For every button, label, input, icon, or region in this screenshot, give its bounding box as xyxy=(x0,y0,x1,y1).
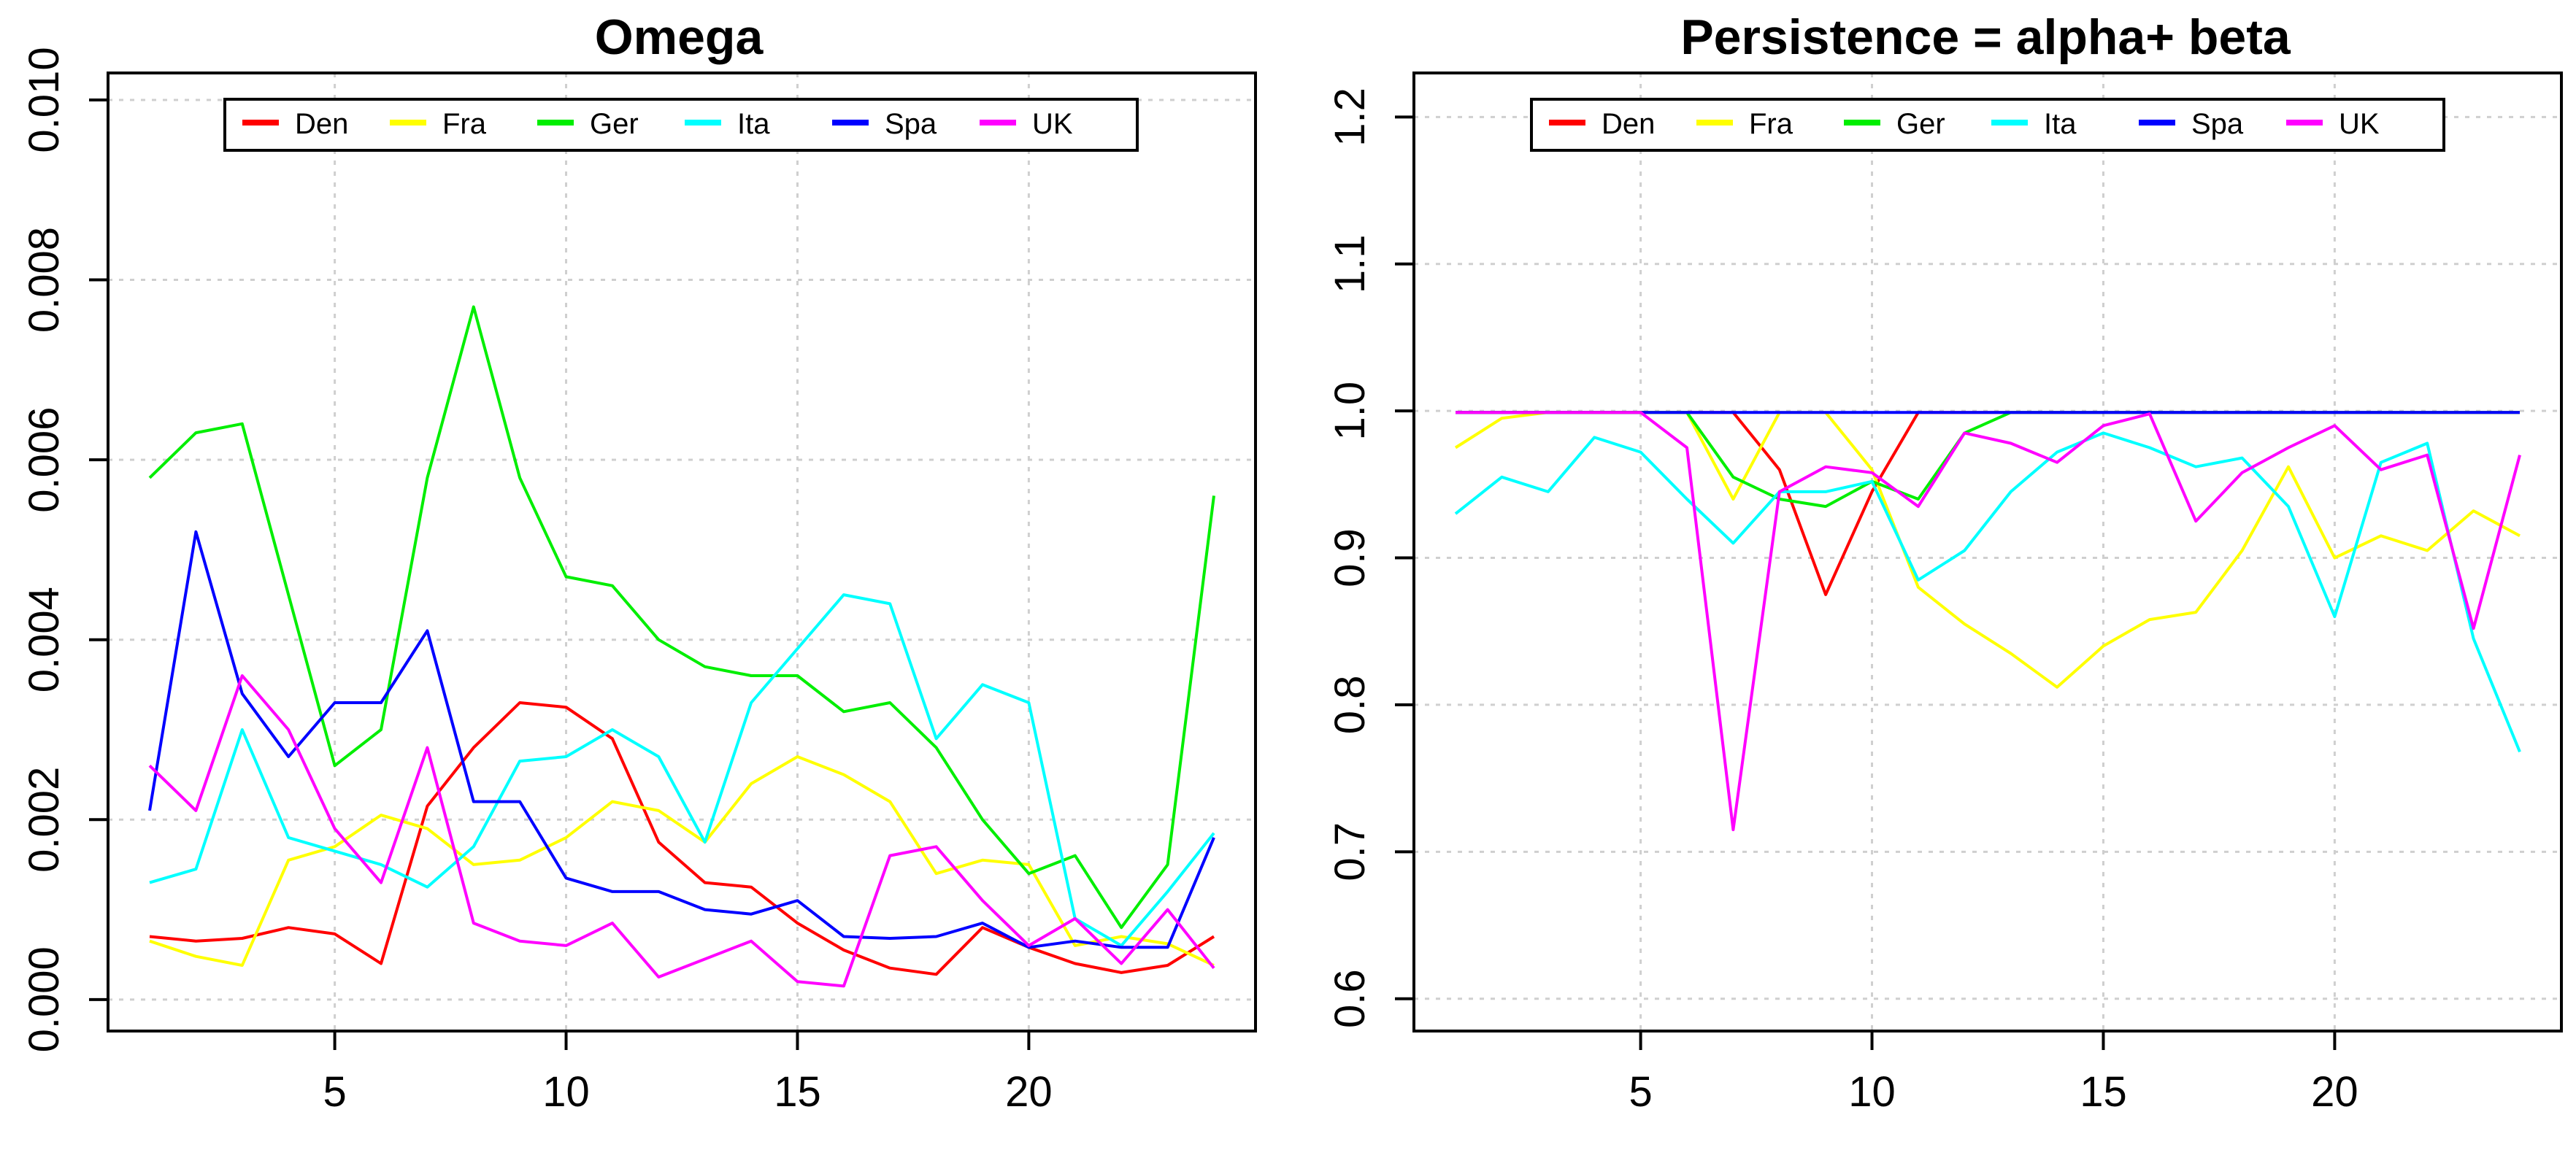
y-tick-label: 0.006 xyxy=(20,407,68,513)
y-tick-label: 0.8 xyxy=(1326,676,1374,735)
series-lines xyxy=(148,305,1215,988)
x-axis: 5 10 15 20 xyxy=(323,1030,1053,1116)
y-tick-label: 0.9 xyxy=(1326,528,1374,587)
series-line-uk xyxy=(1456,411,2521,832)
series-line-ger xyxy=(148,305,1215,930)
x-tick-label: 10 xyxy=(1848,1068,1896,1116)
x-axis: 5 10 15 20 xyxy=(1629,1030,2358,1116)
y-tick-label: 0.004 xyxy=(20,587,68,692)
y-tick-label: 1.1 xyxy=(1326,234,1374,293)
chart-title: Omega xyxy=(595,9,764,65)
y-tick-label: 0.6 xyxy=(1326,969,1374,1028)
legend-label-ger: Ger xyxy=(1896,108,1945,140)
x-tick-label: 20 xyxy=(2311,1068,2358,1116)
x-tick-label: 5 xyxy=(323,1068,346,1116)
y-tick-label: 0.000 xyxy=(20,946,68,1052)
chart-title: Persistence = alpha+ beta xyxy=(1680,9,2291,65)
y-tick-label: 1.0 xyxy=(1326,382,1374,441)
legend-label-ita: Ita xyxy=(737,108,770,140)
y-axis: 0.6 0.7 0.8 0.9 1.0 1.1 1.2 xyxy=(1326,88,1415,1028)
y-tick-label: 0.7 xyxy=(1326,822,1374,881)
legend-label-spa: Spa xyxy=(2191,108,2244,140)
persistence-chart: Persistence = alpha+ beta 5 10 15 20 0.6 0.7… xyxy=(1326,9,2563,1116)
y-tick-label: 0.010 xyxy=(20,47,68,153)
x-tick-label: 15 xyxy=(774,1068,821,1116)
legend-label-fra: Fra xyxy=(442,108,487,140)
omega-chart: Omega 5 10 15 20 0.0000.0020.0040.0060.0080… xyxy=(20,9,1257,1116)
y-tick-label: 1.2 xyxy=(1326,88,1374,147)
legend: Den Fra Ger Ita Spa UK xyxy=(1530,98,2445,152)
legend-label-den: Den xyxy=(295,108,348,140)
legend: Den Fra Ger Ita Spa UK xyxy=(223,98,1139,152)
legend-label-spa: Spa xyxy=(885,108,937,140)
legend-label-uk: UK xyxy=(1032,108,1073,140)
series-line-spa xyxy=(148,530,1215,949)
legend-label-den: Den xyxy=(1602,108,1655,140)
x-tick-label: 10 xyxy=(542,1068,590,1116)
series-line-den xyxy=(149,701,1215,976)
x-tick-label: 20 xyxy=(1005,1068,1053,1116)
x-tick-label: 15 xyxy=(2080,1068,2127,1116)
y-tick-label: 0.008 xyxy=(20,227,68,333)
series-line-uk xyxy=(148,674,1215,988)
series-lines xyxy=(1454,411,2521,832)
legend-label-uk: UK xyxy=(2339,108,2380,140)
series-line-ita xyxy=(1454,431,2521,753)
legend-label-ger: Ger xyxy=(590,108,639,140)
legend-label-ita: Ita xyxy=(2044,108,2077,140)
legend-label-fra: Fra xyxy=(1749,108,1793,140)
y-tick-label: 0.002 xyxy=(20,767,68,873)
y-axis: 0.000 0.002 0.004 0.006 0.008 0.010 xyxy=(20,47,109,1052)
x-tick-label: 5 xyxy=(1629,1068,1652,1116)
series-line-ita xyxy=(149,593,1215,947)
